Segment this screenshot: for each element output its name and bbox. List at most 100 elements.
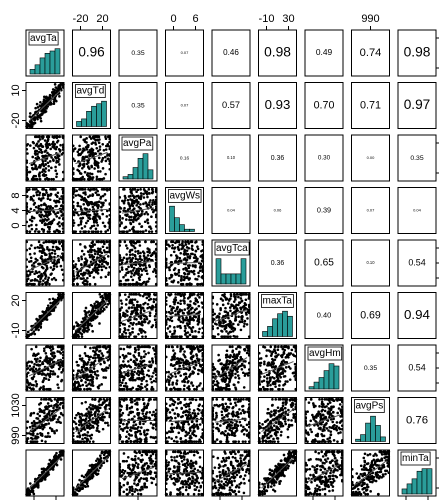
scatter-point [272,365,275,369]
scatter-point [108,167,112,171]
histogram-bar [142,153,149,180]
scatter-point [48,103,51,106]
panel-avgTa-avgTa: avgTa [25,29,65,77]
scatter-point [36,177,39,181]
scatter-point [71,210,75,214]
scatter-point [232,383,236,386]
scatter-point [61,364,65,368]
scatter-point [143,320,147,324]
scatter-point [164,261,168,264]
scatter-point [25,177,29,181]
scatter-point [133,335,136,338]
scatter-point [148,320,151,323]
scatter-point [145,190,149,194]
scatter-points [25,83,65,128]
scatter-point [219,297,223,301]
scatter-point [171,244,174,247]
panel-avgHm-maxTa [257,344,298,392]
scatter-point [77,257,80,260]
scatter-point [182,244,185,248]
scatter-point [45,264,48,268]
scatter-point [269,383,272,387]
scatter-point [61,191,65,195]
scatter-point [52,102,56,106]
variable-label: avgWs [170,191,201,202]
scatter-point [77,364,80,367]
panel-avgPa-avgWs: 0.16 [165,134,204,182]
scatter-point [34,205,38,209]
scatter-point [154,373,158,377]
panel-avgHm-avgWs [164,344,205,392]
scatter-point [132,230,135,233]
scatter-point [118,270,122,273]
correlation-value: 0.46 [223,48,239,57]
scatter-point [44,159,47,163]
scatter-point [135,282,139,286]
scatter-point [279,375,283,379]
scatter-point [183,301,186,305]
scatter-point [32,383,35,387]
scatter-point [120,266,124,269]
scatter-point [167,310,171,314]
scatter-point [180,282,184,286]
scatter-point [164,299,168,303]
scatter-point [185,316,188,319]
scatter-point [153,268,157,272]
correlation-value: 0.16 [180,155,190,161]
scatter-point [43,150,47,153]
scatter-point [107,355,110,359]
scatter-point [37,275,40,279]
scatter-point [193,253,197,257]
scatter-point [144,335,148,338]
scatter-point [290,348,294,352]
scatter-point [201,358,205,362]
scatter-point [257,351,261,355]
scatter-point [281,387,285,391]
scatter-point [104,199,107,202]
scatter-point [118,313,122,317]
scatter-point [216,384,219,387]
scatter-point [85,374,89,378]
scatter-point [53,230,57,233]
scatter-point [164,257,168,261]
scatter-point [32,365,36,369]
scatter-point [91,384,95,387]
scatter-point [247,335,251,338]
scatter-point [99,177,102,181]
scatter-point [193,264,196,268]
scatter-point [141,230,144,233]
histogram-bar [240,258,247,285]
scatter-point [104,148,108,151]
scatter-point [143,293,146,296]
scatter-point [86,378,90,382]
scatter-point [50,221,54,225]
scatter-point [52,308,56,311]
scatter-point [95,146,99,150]
scatter-point [57,230,60,233]
scatter-point [45,266,49,270]
scatter-point [61,224,65,227]
scatter-point [136,249,140,253]
scatter-point [83,230,87,233]
scatter-point [184,333,187,336]
scatter-point [118,210,122,214]
scatter-point [128,256,131,259]
scatter-point [189,327,193,330]
scatter-point [28,425,32,429]
scatter-point [226,302,230,305]
scatter-point [226,383,230,386]
scatter-point [79,135,82,139]
histogram-bar [318,377,325,390]
scatter-point [240,318,244,321]
scatter-point [120,381,124,385]
scatter-point [243,374,247,377]
scatter-point [132,196,136,200]
scatter-point [186,311,189,314]
panel-avgTa-avgTd: 0.96 [72,29,111,77]
scatter-point [103,224,107,228]
scatter-points [71,188,112,233]
scatter-point [172,250,176,254]
scatter-point [97,200,101,204]
scatter-point [244,298,248,302]
scatter-point [97,345,101,349]
